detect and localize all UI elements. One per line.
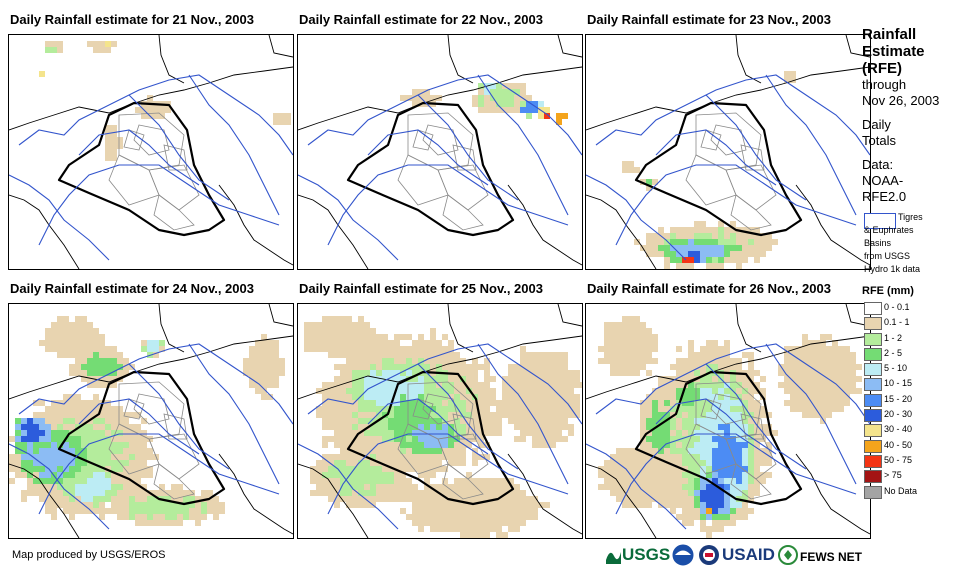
legend-item: 10 - 15 [862, 377, 966, 392]
rainfall-map [297, 303, 583, 539]
legend-item: 50 - 75 [862, 454, 966, 469]
rainfall-map [585, 34, 871, 270]
legend-label: 50 - 75 [884, 454, 913, 465]
noaa-logo [672, 542, 696, 570]
legend-label: 10 - 15 [884, 378, 913, 389]
legend-item: 1 - 2 [862, 332, 966, 347]
panel-title: Daily Rainfall estimate for 24 Nov., 200… [10, 281, 254, 296]
usaid-logo: USAID [698, 542, 778, 570]
legend-item: 20 - 30 [862, 408, 966, 423]
panel-title: Daily Rainfall estimate for 26 Nov., 200… [587, 281, 831, 296]
legend-swatch [864, 409, 882, 423]
legend-swatch [864, 347, 882, 361]
legend-label: 15 - 20 [884, 393, 913, 404]
usaid-wordmark: USAID [722, 545, 775, 564]
sidebar-through-line: through [862, 77, 907, 92]
legend-swatch [864, 424, 882, 438]
sidebar-title-line: Rainfall [862, 26, 917, 43]
legend-swatch [864, 393, 882, 407]
legend-swatch [864, 470, 882, 484]
sidebar-title-line: Estimate [862, 43, 925, 60]
legend-item: 5 - 10 [862, 362, 966, 377]
legend-swatch [864, 332, 882, 346]
legend-item: 0.1 - 1 [862, 316, 966, 331]
legend-label: 0 - 0.1 [884, 302, 910, 312]
legend-swatch [864, 317, 882, 331]
basin-label: Hydro 1k data [864, 264, 921, 274]
partner-logos: USGS USAID FEWS NET [604, 542, 864, 570]
sidebar-data-line: NOAA- [862, 173, 904, 188]
legend-item: 30 - 40 [862, 423, 966, 438]
legend-label: 0.1 - 1 [884, 317, 910, 328]
legend-item: > 75 [862, 469, 966, 484]
map-credit: Map produced by USGS/EROS [12, 549, 166, 561]
fewsnet-wordmark: FEWS NET [800, 550, 862, 564]
legend-swatch [864, 363, 882, 377]
legend-label: > 75 [884, 470, 902, 481]
legend-label: 5 - 10 [884, 363, 908, 374]
map-sidebar: Rainfall Estimate (RFE) through Nov 26, … [862, 26, 966, 546]
sidebar-title-line: (RFE) [862, 60, 902, 77]
rfe-legend: 0 - 0.1 0.1 - 1 1 - 2 2 - 5 5 - 10 10 - 15 15 … [862, 301, 966, 500]
map-panel-6: Daily Rainfall estimate for 26 Nov., 200… [585, 277, 871, 539]
basin-label: from USGS [864, 251, 911, 261]
legend-label: No Data [884, 485, 918, 496]
usgs-wordmark: USGS [622, 545, 671, 564]
sidebar-data-line: Data: [862, 157, 894, 172]
sidebar-totals-line: Totals [862, 133, 896, 148]
basin-label: & Euphrates [864, 225, 914, 235]
map-panel-3: Daily Rainfall estimate for 23 Nov., 200… [585, 8, 871, 270]
basin-label: Basins [864, 238, 892, 248]
legend-label: 1 - 2 [884, 332, 903, 343]
rainfall-map [8, 34, 294, 270]
legend-label: 2 - 5 [884, 347, 903, 358]
map-panel-4: Daily Rainfall estimate for 24 Nov., 200… [8, 277, 294, 539]
legend-label: 20 - 30 [884, 409, 913, 420]
basin-swatch [864, 213, 896, 229]
legend-swatch [864, 302, 882, 315]
legend-swatch [864, 439, 882, 453]
legend-swatch [864, 454, 882, 468]
basin-label: Tigres [898, 212, 923, 222]
legend-title: RFE (mm) [862, 285, 914, 297]
map-panel-1: Daily Rainfall estimate for 21 Nov., 200… [8, 8, 294, 270]
legend-item: 40 - 50 [862, 439, 966, 454]
sidebar-totals-line: Daily [862, 117, 891, 132]
rainfall-map [8, 303, 294, 539]
legend-item: 0 - 0.1 [862, 301, 966, 316]
panel-title: Daily Rainfall estimate for 25 Nov., 200… [299, 281, 543, 296]
usgs-logo: USGS [604, 542, 670, 570]
sidebar-date-line: Nov 26, 2003 [862, 93, 940, 108]
legend-item: No Data [862, 485, 966, 500]
rainfall-map [585, 303, 871, 539]
panel-title: Daily Rainfall estimate for 23 Nov., 200… [587, 12, 831, 27]
legend-label: 40 - 50 [884, 439, 913, 450]
panel-title: Daily Rainfall estimate for 21 Nov., 200… [10, 12, 254, 27]
panel-title: Daily Rainfall estimate for 22 Nov., 200… [299, 12, 543, 27]
rainfall-map [297, 34, 583, 270]
legend-item: 2 - 5 [862, 347, 966, 362]
legend-swatch [864, 485, 882, 499]
legend-label: 30 - 40 [884, 424, 913, 435]
legend-swatch [864, 378, 882, 392]
map-panel-5: Daily Rainfall estimate for 25 Nov., 200… [297, 277, 583, 539]
legend-item: 15 - 20 [862, 393, 966, 408]
map-panel-2: Daily Rainfall estimate for 22 Nov., 200… [297, 8, 583, 270]
sidebar-data-line: RFE2.0 [862, 189, 907, 204]
basin-legend: Tigres & Euphrates Basins from USGS Hydr… [862, 211, 966, 274]
fewsnet-logo: FEWS NET [778, 542, 864, 570]
